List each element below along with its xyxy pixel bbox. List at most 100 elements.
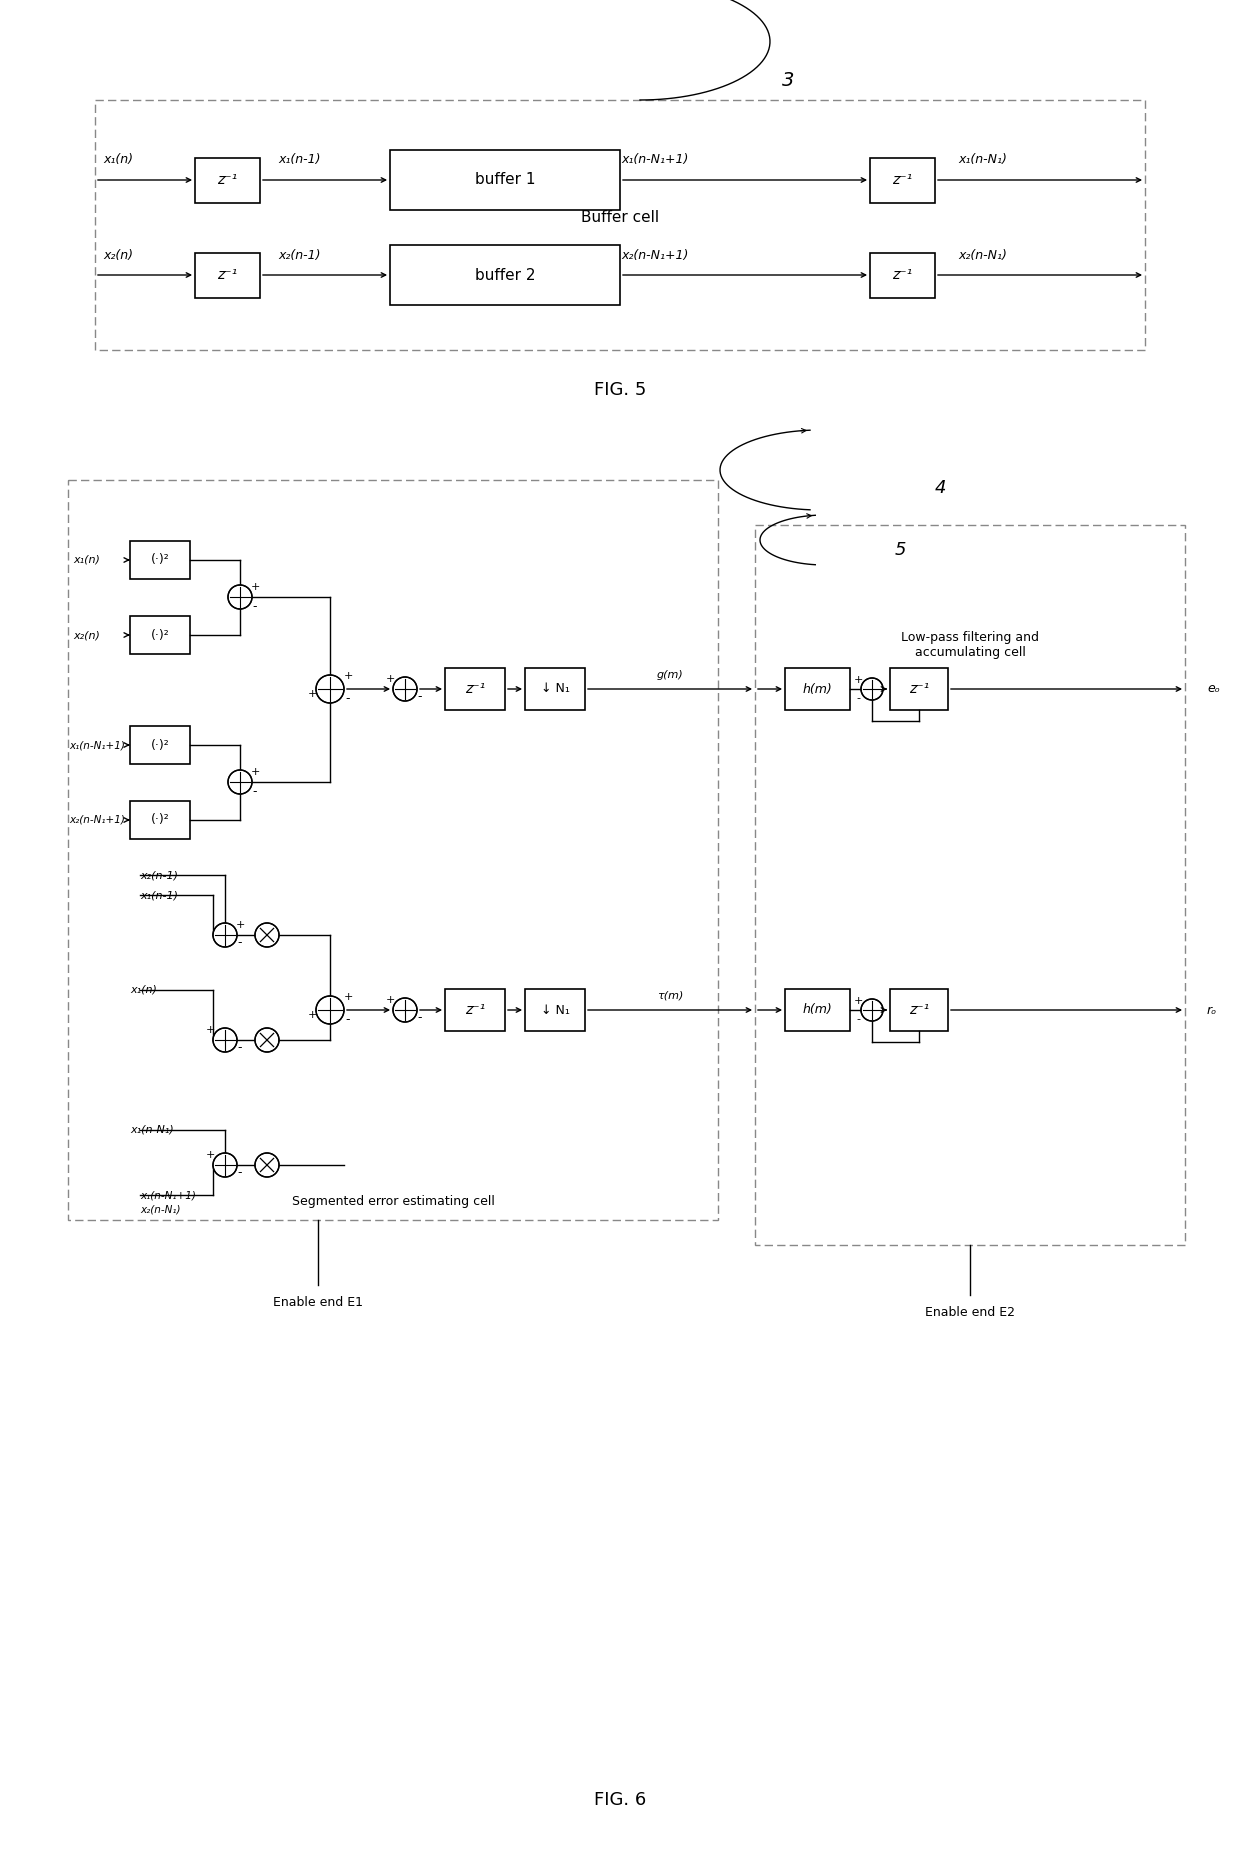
Text: z⁻¹: z⁻¹ [909, 683, 929, 696]
Text: x₂(n-N₁+1): x₂(n-N₁+1) [69, 816, 125, 825]
Text: x₂(n-N₁): x₂(n-N₁) [959, 248, 1007, 261]
Text: x₁(n): x₁(n) [130, 984, 157, 995]
Bar [755, 525, 1185, 1245]
Text: +: + [386, 995, 394, 1005]
Text: z⁻¹: z⁻¹ [217, 174, 237, 187]
Text: z⁻¹: z⁻¹ [465, 1003, 485, 1018]
Bar [130, 616, 190, 655]
Text: -: - [253, 786, 257, 799]
Bar [391, 244, 620, 305]
Text: buffer 1: buffer 1 [475, 172, 536, 187]
Text: x₁(n-1): x₁(n-1) [140, 890, 179, 899]
Text: -: - [346, 1014, 350, 1027]
Bar [785, 990, 849, 1030]
Text: x₂(n-1): x₂(n-1) [279, 248, 321, 261]
Bar [785, 668, 849, 710]
Text: z⁻¹: z⁻¹ [892, 174, 913, 187]
Bar [195, 253, 260, 298]
Text: -: - [346, 692, 350, 705]
Text: x₂(n): x₂(n) [73, 631, 100, 640]
Circle shape [255, 1153, 279, 1177]
Text: h(m): h(m) [802, 1003, 832, 1016]
Text: Enable end E1: Enable end E1 [273, 1295, 363, 1308]
Text: x₂(n): x₂(n) [103, 248, 133, 261]
Text: (·)²: (·)² [150, 629, 170, 642]
Circle shape [255, 923, 279, 947]
Circle shape [255, 1029, 279, 1053]
Text: x₂(n-N₁+1): x₂(n-N₁+1) [621, 248, 688, 261]
Circle shape [213, 1029, 237, 1053]
Text: FIG. 5: FIG. 5 [594, 381, 646, 400]
Circle shape [316, 675, 343, 703]
Text: +: + [853, 995, 863, 1006]
Text: x₁(n-N₁+1): x₁(n-N₁+1) [621, 154, 688, 166]
Text: x₁(n-N₁): x₁(n-N₁) [130, 1125, 174, 1136]
Text: +: + [308, 1010, 316, 1019]
Text: x₂(n-N₁): x₂(n-N₁) [140, 1204, 181, 1215]
Text: -: - [253, 601, 257, 614]
Text: Segmented error estimating cell: Segmented error estimating cell [291, 1195, 495, 1208]
Bar [525, 668, 585, 710]
Bar [890, 990, 949, 1030]
Bar [870, 157, 935, 204]
Text: x₁(n): x₁(n) [103, 154, 133, 166]
Text: (·)²: (·)² [150, 814, 170, 827]
Text: 3: 3 [781, 70, 794, 89]
Text: ↓ N₁: ↓ N₁ [541, 683, 569, 696]
Circle shape [861, 999, 883, 1021]
Bar [130, 725, 190, 764]
Circle shape [228, 770, 252, 794]
Text: +: + [853, 675, 863, 684]
Text: Buffer cell: Buffer cell [580, 211, 660, 226]
Text: ↓ N₁: ↓ N₁ [541, 1003, 569, 1016]
Bar [68, 479, 718, 1219]
Text: z⁻¹: z⁻¹ [909, 1003, 929, 1018]
Text: +: + [250, 583, 259, 592]
Text: eₒ: eₒ [1207, 683, 1220, 696]
Text: +: + [308, 688, 316, 699]
Bar [130, 801, 190, 840]
Text: +: + [206, 1025, 215, 1034]
Text: rₒ: rₒ [1207, 1003, 1218, 1016]
Text: (·)²: (·)² [150, 553, 170, 566]
Bar [195, 157, 260, 204]
Text: τ(m): τ(m) [657, 992, 683, 1001]
Text: x₁(n-N₁): x₁(n-N₁) [959, 154, 1007, 166]
Text: +: + [343, 992, 352, 1003]
Circle shape [393, 677, 417, 701]
Text: +: + [386, 673, 394, 684]
Text: x₁(n): x₁(n) [73, 555, 100, 564]
Circle shape [228, 585, 252, 609]
Text: -: - [856, 694, 861, 703]
Text: 4: 4 [934, 479, 946, 498]
Text: -: - [418, 1012, 423, 1025]
Text: FIG. 6: FIG. 6 [594, 1791, 646, 1809]
Text: buffer 2: buffer 2 [475, 268, 536, 283]
Circle shape [213, 923, 237, 947]
Text: +: + [236, 919, 244, 931]
Circle shape [393, 997, 417, 1021]
Bar [870, 253, 935, 298]
Text: +: + [250, 768, 259, 777]
Text: -: - [418, 690, 423, 703]
Text: x₁(n-N₁+1): x₁(n-N₁+1) [69, 740, 125, 749]
Text: x₁(n-1): x₁(n-1) [279, 154, 321, 166]
Text: Low-pass filtering and
accumulating cell: Low-pass filtering and accumulating cell [901, 631, 1039, 659]
Bar [391, 150, 620, 211]
Bar [445, 990, 505, 1030]
Text: h(m): h(m) [802, 683, 832, 696]
Bar [95, 100, 1145, 350]
Circle shape [316, 995, 343, 1025]
Text: (·)²: (·)² [150, 738, 170, 751]
Text: -: - [238, 1042, 242, 1054]
Text: -: - [238, 1167, 242, 1180]
Bar [445, 668, 505, 710]
Text: 5: 5 [894, 540, 905, 559]
Text: g(m): g(m) [657, 670, 683, 681]
Bar [525, 990, 585, 1030]
Text: +: + [343, 672, 352, 681]
Text: z⁻¹: z⁻¹ [892, 268, 913, 281]
Bar [130, 540, 190, 579]
Text: -: - [238, 936, 242, 949]
Text: z⁻¹: z⁻¹ [465, 683, 485, 696]
